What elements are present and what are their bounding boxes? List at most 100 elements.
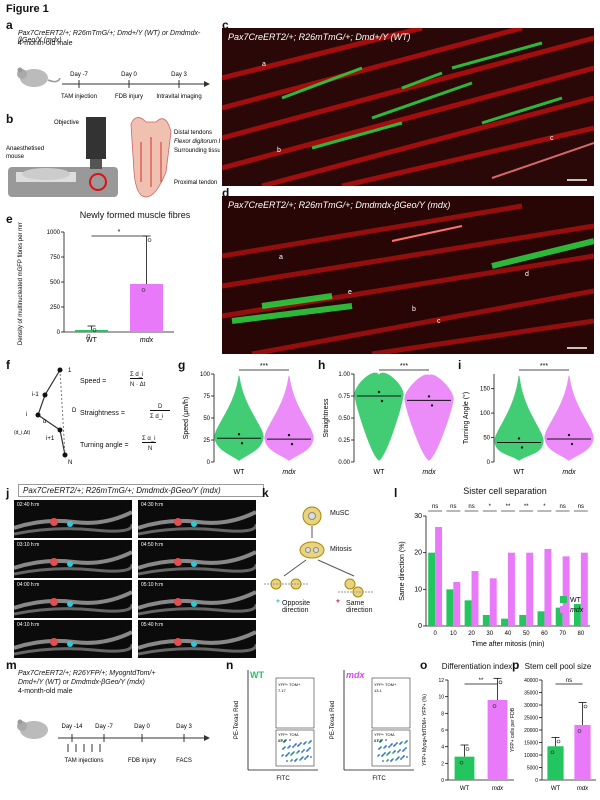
y-axis-label: Straightness [323,398,330,437]
panel-a-genotype: Pax7CreERT2/+; R26mTmG/+; Dmd+/Y (WT) or… [18,30,201,44]
b-label-fdb: Flexor digitorum brevis [174,139,220,145]
x-tick-label: 30 [486,631,493,637]
significance-label: ns [432,504,438,510]
event-dot [386,760,388,762]
chart-o: 0 2 4 6 8 10 12 WT mdx ** YFP+ Myog+/tdTOM+ YFP+ (… [422,677,514,792]
panel-label-k: k [262,486,269,500]
legend-label-WT: WT [570,597,582,604]
y-tick-label: 20000 [524,728,538,734]
x-tick-label: WT [460,786,470,792]
y-tick-label: 25 [203,438,210,444]
bar-WT-20 [464,600,472,626]
data-point [577,729,582,733]
j-tile-right: 04:50 h:m [138,540,256,578]
x-tick-label: 0 [433,631,437,637]
m-day-3: Day 0 [134,724,150,730]
y-axis-label: Density of multinucleated mGFP fibres pe… [18,222,24,345]
timestamp: 02:40 h:m [17,502,40,508]
legend-swatch-WT [560,596,567,603]
data-point [92,328,97,332]
event-dot [397,751,399,753]
a-event-3: Intravital imaging [156,94,201,100]
same-star-icon: * [336,598,340,609]
y-tick-label: 50 [483,436,490,442]
y-axis-label: Turning Angle (°) [462,392,470,444]
panel-label-p: p [512,658,520,672]
panel-b-schematic: Objective Anaesthetised mouse Distal ten… [6,117,220,198]
x-axis-label: FITC [276,776,290,782]
timestamp: 05:40 h:m [141,622,164,628]
violin-mdx [404,374,454,461]
y-tick-label: 100 [200,372,211,378]
f-letter-D: D [72,408,77,414]
y-tick-label: 500 [50,280,61,286]
event-dot [395,759,397,761]
y-tick-label: 4 [441,745,444,751]
y-tick-label: 10 [414,586,422,593]
violin-mdx [264,375,314,461]
event-dot [385,739,387,741]
timestamp: 03:10 h:m [17,542,40,548]
event-dot [310,756,312,758]
j-tile-left: 02:40 h:m [14,500,132,538]
y-tick-label: 2 [441,761,444,767]
panel-f-diagram: 1 i-1 i i+1 N D α (d_i,Δt) [14,367,77,466]
chart-o-title: Differentiation index [441,662,513,671]
bar-WT [454,756,475,780]
x-tick-label: 70 [559,631,566,637]
significance-label: ** [506,504,511,510]
panel-label-c: c [222,18,229,32]
svg-text:mouse: mouse [6,154,25,160]
mean-point [240,442,244,445]
a-event-2: FDB injury [115,94,143,100]
panel-m-genotype1: Pax7CreERT2/+; R26YFP/+; MyogntdTom/+ [18,670,156,677]
panel-label-e: e [6,212,13,226]
gate-value: 85.4 [278,738,287,743]
bar-mdx-40 [508,552,515,626]
f-straight-num: D [150,404,171,411]
opposite-star-icon: * [276,598,280,609]
y-axis-label: Same direction (%) [399,541,406,601]
chart-h: 0.00 0.25 0.50 0.75 1.00 WT mdx *** Straightness [323,363,454,476]
b-label-distal: Distal tendons [174,130,212,136]
chart-e: 0 250 500 750 1000 WT mdx * Density of multinucl… [18,222,174,345]
event-dot [292,746,294,748]
f-letter-d: (d_i,Δt) [14,430,30,436]
panel-m-age: 4-month-old male [18,688,73,695]
event-dot [399,743,401,745]
y-tick-label: 5000 [527,766,538,772]
f-node-i-1: i-1 [32,392,39,398]
chart-i: 0 50 100 150 WT mdx *** Turning Angle (°) [462,363,594,476]
violin-WT [214,375,264,461]
panel-label-a: a [6,18,13,32]
micrograph-wt-image: a b c [222,28,594,186]
k-label-musc: MuSC [330,510,350,517]
micrograph-mdx-title: Pax7CreERT2/+; R26mTmG/+; Dmdmdx-βGeo/Y … [228,200,451,210]
significance-label: ns [559,504,565,510]
x-tick-label: WT [86,337,98,344]
m-event-3: FACS [176,758,192,764]
f-straight-den: Σ d_i [150,414,164,420]
y-tick-label: 15000 [524,741,538,747]
bar-WT-0 [428,552,436,626]
data-point [492,704,497,708]
event-dot [297,745,299,747]
b-label-surrounding: Surrounding tissues [174,148,220,154]
panel-label-b: b [6,112,14,126]
y-tick-label: 0 [487,460,491,466]
x-tick-label: mdx [577,786,589,792]
panel-m-genotype2: Dmd+/Y (WT) or Dmdmdx-βGeo/Y (mdx) [18,679,145,686]
panel-label-g: g [178,358,186,372]
bar-mdx [487,700,508,780]
significance-label: ** [479,678,484,684]
chart-p: 0 5000 10000 15000 20000 25000 30000 35000 40000… [510,678,596,792]
figure-title: Figure 1 [6,3,49,15]
panel-label-d: d [222,186,230,200]
gate-tom-pos [275,677,315,729]
event-dot [287,747,289,749]
panel-a-timeline: Day -7 Day 0 Day 3 TAM injection FDB inj… [17,67,210,100]
event-dot [281,739,283,741]
gate-value: 7.17 [278,688,287,693]
panel-k-diagram: * * [264,506,374,609]
